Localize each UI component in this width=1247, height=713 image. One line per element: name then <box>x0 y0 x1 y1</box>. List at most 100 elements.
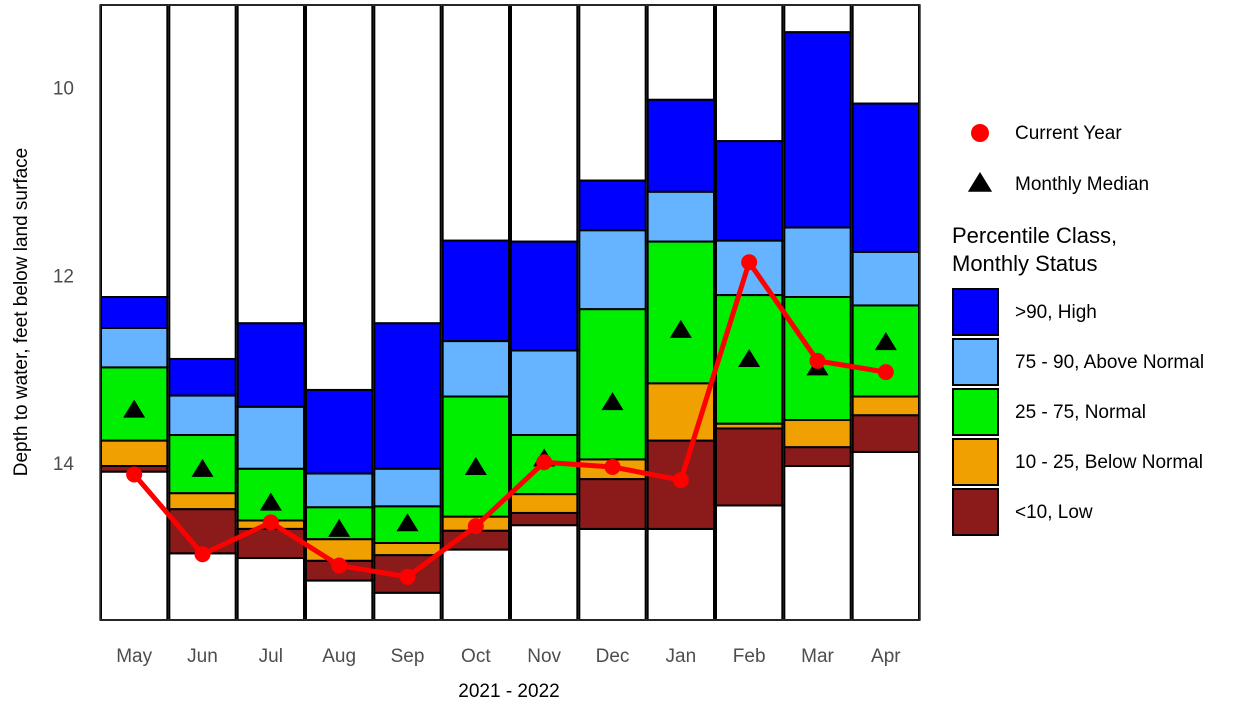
range-box <box>851 4 921 105</box>
bar-segment <box>168 357 237 397</box>
legend-swatch <box>952 488 999 536</box>
range-box <box>783 465 852 621</box>
bar-segment <box>373 322 442 470</box>
range-box <box>373 4 442 325</box>
legend-label: Monthly Median <box>1015 174 1149 195</box>
range-box <box>305 579 374 621</box>
bar-segment <box>373 467 442 508</box>
range-box <box>851 450 921 621</box>
median-marker <box>123 399 146 418</box>
bar-segment <box>578 308 647 461</box>
legend-symbol <box>971 124 989 142</box>
x-tick-label: Feb <box>733 646 766 667</box>
current-year-point <box>194 546 211 563</box>
current-year-point <box>809 352 826 369</box>
range-box <box>578 527 647 621</box>
range-box <box>168 552 237 621</box>
x-tick-label: Jul <box>259 646 283 667</box>
x-tick-label: May <box>116 646 152 667</box>
bar-segment <box>305 388 374 475</box>
current-year-point <box>604 458 621 475</box>
legend-title: Monthly Status <box>952 251 1098 276</box>
x-tick-label: Dec <box>596 646 630 667</box>
bar-segment <box>236 322 306 408</box>
current-year-point <box>741 254 758 271</box>
x-tick-label: Jan <box>666 646 697 667</box>
range-box <box>373 591 442 622</box>
bar-segment <box>168 492 237 511</box>
current-year-point <box>126 466 143 483</box>
bar-segment <box>715 427 784 507</box>
x-axis-label: 2021 - 2022 <box>458 681 559 702</box>
x-tick-label: Aug <box>322 646 356 667</box>
median-marker <box>396 513 419 532</box>
range-box <box>236 557 306 621</box>
range-box <box>100 4 169 299</box>
y-tick-label: 12 <box>53 266 74 287</box>
legend-symbol <box>967 172 993 192</box>
bar-segment <box>715 140 784 242</box>
bar-segment <box>100 296 169 329</box>
current-year-point <box>262 514 279 531</box>
range-box <box>646 527 716 621</box>
bar-segment <box>646 240 716 385</box>
bar-segment <box>236 405 306 470</box>
range-box <box>441 548 510 621</box>
legend-title: Percentile Class, <box>952 223 1117 248</box>
range-box <box>578 4 647 182</box>
bar-segment <box>851 304 921 398</box>
y-tick-label: 14 <box>53 454 75 475</box>
bar-segment <box>783 419 852 449</box>
bar-segment <box>783 31 852 229</box>
bar-segment <box>851 395 921 417</box>
bar-segment <box>578 179 647 232</box>
y-axis-label: Depth to water, feet below land surface <box>11 148 32 476</box>
bar-segment <box>510 493 579 514</box>
bar-segment <box>441 395 510 518</box>
median-marker <box>191 458 214 477</box>
x-tick-label: Apr <box>871 646 901 667</box>
plot-border <box>99 4 921 621</box>
bar-segment <box>510 511 579 527</box>
bar-segment <box>510 349 579 437</box>
median-marker <box>874 332 897 351</box>
current-year-point <box>536 454 553 471</box>
x-tick-label: Nov <box>527 646 561 667</box>
bar-segment <box>646 98 716 193</box>
legend-swatch <box>952 338 999 386</box>
range-box <box>646 4 716 101</box>
legend-label: <10, Low <box>1015 502 1093 523</box>
median-marker <box>669 319 692 338</box>
current-year-point <box>672 472 689 489</box>
median-marker <box>738 348 761 367</box>
range-box <box>168 4 237 360</box>
bar-segment <box>100 326 169 369</box>
legend-label: 10 - 25, Below Normal <box>1015 452 1203 473</box>
x-tick-label: Jun <box>187 646 218 667</box>
range-box <box>100 470 169 622</box>
legend-label: Current Year <box>1015 123 1122 144</box>
bar-segment <box>578 478 647 530</box>
x-tick-label: Oct <box>461 646 491 667</box>
bar-segment <box>851 250 921 307</box>
current-year-point <box>331 557 348 574</box>
legend-swatch <box>952 388 999 436</box>
median-marker <box>328 518 351 537</box>
current-year-point <box>877 364 894 381</box>
legend-swatch <box>952 438 999 486</box>
bar-segment <box>168 394 237 437</box>
range-box <box>510 4 579 243</box>
legend-label: >90, High <box>1015 302 1097 323</box>
bar-segment <box>578 229 647 311</box>
median-marker <box>259 492 282 511</box>
legend-swatch <box>952 288 999 336</box>
bar-segment <box>510 240 579 352</box>
current-year-line <box>132 259 887 580</box>
median-marker <box>601 392 624 411</box>
range-box <box>783 4 852 34</box>
current-year-point <box>467 518 484 535</box>
bar-segment <box>100 439 169 468</box>
range-box <box>510 524 579 622</box>
range-box <box>715 4 784 143</box>
